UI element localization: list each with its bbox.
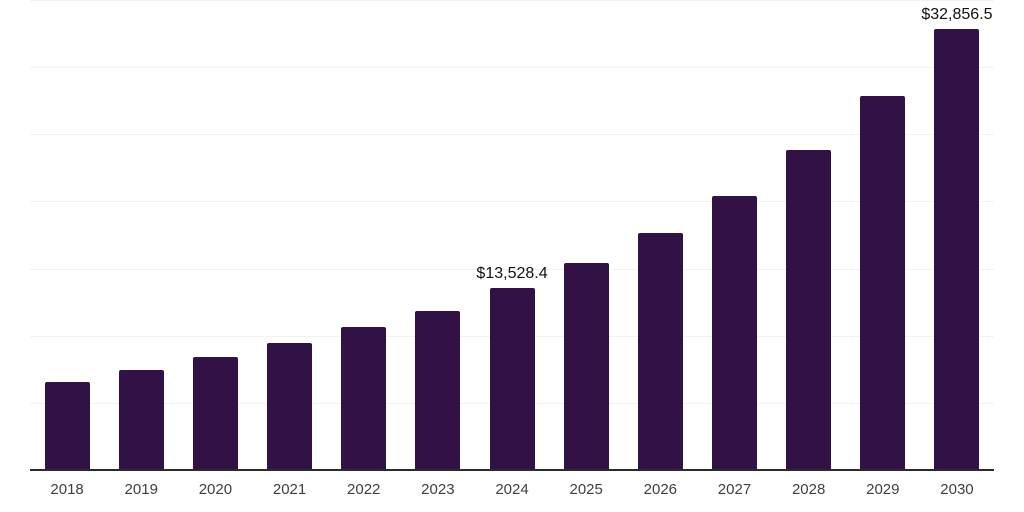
x-tick-label-2030: 2030 (940, 481, 974, 498)
x-axis-labels: 2018 2019 2020 2021 2022 2023 2024 2025 2026 2027… (30, 480, 994, 500)
plot-area: $13,528.4 $32,856.5 (30, 0, 994, 470)
bar-column-2024: $13,528.4 (475, 0, 549, 470)
bar-2019 (118, 369, 164, 470)
bar-2027 (711, 195, 757, 470)
bar-column-2029 (846, 0, 920, 470)
bar-column-2023 (401, 0, 475, 470)
x-tick-label-2027: 2027 (717, 481, 752, 498)
value-label-2024: $13,528.4 (476, 265, 548, 283)
bar-2028 (786, 150, 832, 470)
gridline (30, 268, 994, 270)
gridline (30, 134, 994, 136)
bar-column-2020 (178, 0, 252, 470)
gridline (30, 201, 994, 203)
bar-2020 (192, 356, 238, 470)
bar-2018 (44, 381, 90, 470)
x-tick-label-2018: 2018 (50, 481, 84, 498)
bar-column-2022 (327, 0, 401, 470)
bar-2025 (563, 262, 609, 470)
x-tick-label-2023: 2023 (421, 481, 455, 498)
x-axis-line (30, 469, 994, 471)
bar-column-2027 (697, 0, 771, 470)
bar-column-2026 (623, 0, 697, 470)
bar-column-2019 (104, 0, 178, 470)
bar-column-2028 (772, 0, 846, 470)
bar-column-2018 (30, 0, 104, 470)
bar-column-2021 (252, 0, 326, 470)
gridline (30, 67, 994, 69)
bar-2029 (860, 96, 906, 470)
x-tick-label-2019: 2019 (124, 481, 158, 498)
x-tick-label-2020: 2020 (198, 481, 233, 498)
bar-column-2025 (549, 0, 623, 470)
bar-column-2030: $32,856.5 (920, 0, 994, 470)
bar-2024 (489, 288, 535, 470)
bar-2021 (267, 342, 313, 470)
x-tick-label-2024: 2024 (495, 481, 529, 498)
bar-2026 (637, 232, 683, 470)
value-label-2030: $32,856.5 (921, 5, 993, 23)
x-tick-label-2022: 2022 (347, 481, 381, 498)
x-tick-label-2028: 2028 (791, 481, 826, 498)
bar-2023 (415, 310, 461, 470)
bar-2022 (341, 326, 387, 470)
x-tick-label-2029: 2029 (866, 481, 900, 498)
x-tick-label-2026: 2026 (643, 481, 678, 498)
gridline (30, 0, 994, 1)
x-tick-label-2025: 2025 (569, 481, 603, 498)
bar-2030 (934, 28, 980, 470)
x-tick-label-2021: 2021 (272, 481, 307, 498)
